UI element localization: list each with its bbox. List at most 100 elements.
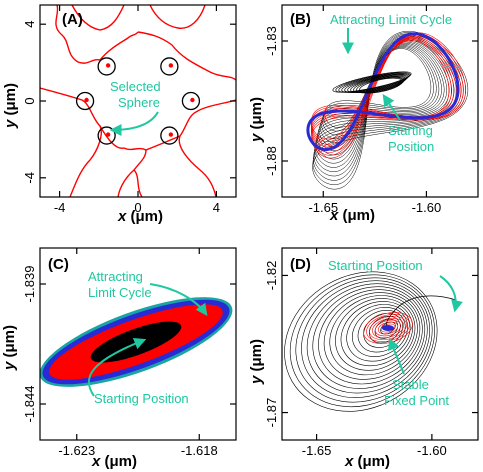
panel-c-xlabel: x (μm) [91,453,137,470]
panel-c: -1.623 -1.618-1.839-1.844 (C) Attracting … [1,247,237,470]
annotation-sphere: Sphere [118,95,160,110]
panel-a-xlabel: x (μm) [117,208,163,225]
panel-a-ylabel: y (μm) [2,83,19,129]
spiral-loop [352,307,408,357]
annotation-arrow-c2 [88,337,147,397]
annotation-fixed-d2: Fixed Point [384,393,449,408]
panel-a-axes: -4 0 4 -4 0 4 [22,5,236,215]
x-tick-label: -4 [54,200,66,215]
panel-a: -4 0 4 -4 0 4 (A) Selected Sphere x (μm) y (μ… [2,4,237,225]
sphere-marker [181,91,201,111]
panel-c-label: (C) [48,256,69,273]
panel-b-axes: -1.65 -1.60 -1.83 -1.88 [264,5,478,215]
y-tick-label: 4 [22,21,37,28]
boundary-inner-right [149,5,206,29]
annotation-arrow-b2 [382,94,401,121]
spiral-loop [318,289,423,385]
sphere-center [190,97,195,103]
trajectory-loop [311,34,462,153]
panel-d-xlabel: x (μm) [344,453,390,470]
sphere-group [75,57,201,145]
x-tick-label: -1.65 [302,443,332,458]
boundary-bottom-mid [99,125,181,151]
sphere-center [84,97,89,103]
annotation-limit-cycle-b: Attracting Limit Cycle [330,12,452,27]
panel-b-ylabel: y (μm) [248,97,265,143]
annotation-start-d: Starting Position [328,258,423,273]
y-tick-label: -4 [22,172,37,184]
trajectory-loop [311,33,464,156]
start-loop [344,74,408,93]
sphere-center [105,63,111,68]
start-loop [350,75,406,94]
start-loop [347,75,407,93]
y-tick-label: -1.88 [264,146,279,176]
spiral-loop [346,304,411,362]
spiral-loop [312,286,426,389]
y-tick-label: -1.87 [264,398,279,428]
y-tick-label: -1.82 [264,261,279,291]
boundary-left [40,87,102,197]
spiral-loop [380,321,396,335]
start-loop [356,77,404,94]
panel-d-ylabel: y (μm) [248,339,265,385]
panel-b-frame [281,4,479,198]
panel-b-curves [306,30,469,190]
spiral-loop [323,292,421,380]
annotation-start-c: Starting Position [94,391,189,406]
start-loop [332,71,412,93]
panel-c-axes: -1.623 -1.618 -1.839 -1.844 [22,248,236,458]
sphere-marker [160,57,179,76]
annotation-arrow-c1 [149,283,208,316]
x-tick-label: -1.65 [308,200,338,215]
spiral-loop [329,295,418,376]
x-tick-label: 4 [213,200,220,215]
start-path [386,295,457,329]
x-tick-label: -1.60 [412,200,442,215]
y-tick-label: -1.83 [264,26,279,56]
y-tick-label: -1.839 [22,266,37,303]
panel-d-label: (D) [290,256,311,273]
panel-b: -1.65 -1.60 -1.83 -1.88 (B) Attracting Limi… [248,4,479,224]
sphere-center [168,63,174,68]
panel-d-curves [284,271,457,412]
boundary-bottom-b [133,149,147,171]
spiral-loop [295,277,433,403]
panel-a-label: (A) [62,11,83,28]
trajectory-loop [306,32,460,152]
y-tick-label: -1.844 [22,386,37,423]
spiral-loop [374,318,399,339]
panel-b-label: (B) [290,11,311,28]
start-loop [353,76,405,94]
sphere-center [168,132,174,137]
panel-d-frame [281,247,479,441]
start-loop [335,72,411,93]
annotation-selected: Selected [110,79,161,94]
panel-d: -1.65 -1.60 -1.82 -1.87 (D) Starting Positi… [248,247,479,470]
boundary-top-left [55,5,139,64]
panel-a-curves [40,5,236,197]
spiral-loop [306,283,428,394]
x-tick-label: 0 [134,200,141,215]
start-loop [338,72,410,93]
y-tick-label: 0 [22,97,37,104]
x-tick-label: -1.618 [181,443,218,458]
x-tick-label: -1.60 [417,443,447,458]
annotation-limit-c2: Limit Cycle [88,285,152,300]
spiral-loop-red [374,319,402,337]
boundary-right [178,99,236,197]
annotation-start-b2: Position [388,139,434,154]
spiral-loop-red [380,323,396,333]
annotation-limit-c1: Attracting [88,269,143,284]
x-tick-label: -1.623 [58,443,95,458]
spiral-loop [335,298,416,371]
sphere-marker [75,91,95,111]
annotation-start-b1: Starting [388,123,433,138]
annotation-arrow-d2 [388,337,405,375]
annotation-fixed-d1: Stable [392,377,429,392]
sphere-center [105,132,111,137]
spiral-loop [284,271,438,412]
panel-b-xlabel: x (μm) [329,207,375,224]
spiral-loop [301,280,431,398]
